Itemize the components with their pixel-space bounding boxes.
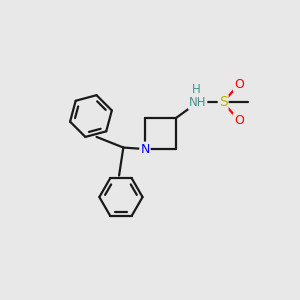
Text: N: N (140, 142, 150, 156)
Text: H: H (192, 83, 200, 96)
Text: S: S (219, 95, 227, 109)
Text: NH: NH (189, 96, 206, 109)
Text: O: O (234, 78, 244, 91)
Text: O: O (234, 114, 244, 127)
